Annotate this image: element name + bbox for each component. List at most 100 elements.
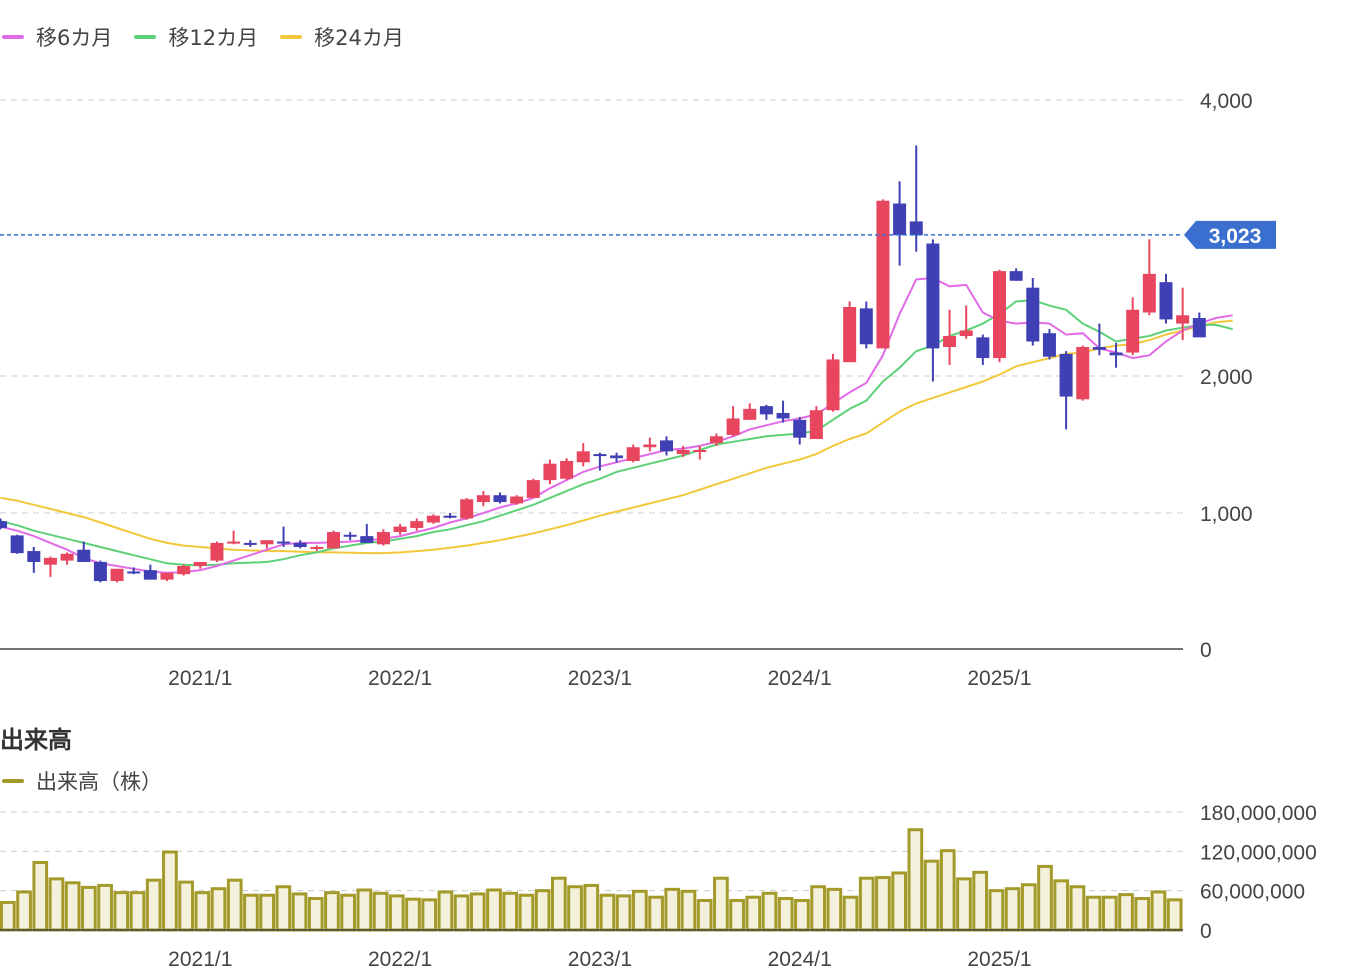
volume-bar <box>291 892 308 932</box>
candle-body <box>10 535 24 554</box>
candle-body <box>310 547 324 549</box>
volume-bar <box>97 883 113 932</box>
candle <box>843 301 857 363</box>
candle-body <box>976 337 990 359</box>
candle <box>327 530 340 549</box>
volume-bar <box>907 828 924 932</box>
volume-bar <box>178 880 194 932</box>
volume-x-tick-label: 2024/1 <box>768 948 832 971</box>
volume-bar <box>275 885 292 932</box>
ma12-swatch-icon <box>134 35 157 39</box>
candle-body <box>709 436 723 444</box>
candle <box>493 492 507 504</box>
candle-body <box>1109 352 1123 356</box>
candle <box>460 497 474 520</box>
candle <box>726 406 740 437</box>
candle <box>443 513 457 519</box>
candle <box>343 532 357 541</box>
candle <box>426 514 440 524</box>
candle-body <box>393 526 407 533</box>
volume-bar <box>64 881 81 932</box>
candle-body <box>93 561 107 581</box>
volume-bar <box>550 876 567 932</box>
volume-bar <box>340 893 357 932</box>
candle-body <box>177 566 191 575</box>
candle <box>1092 323 1106 356</box>
candle <box>943 309 957 365</box>
volume-bar <box>534 889 551 932</box>
candle-body <box>560 460 574 479</box>
price-tick-label: 1,000 <box>1200 503 1253 526</box>
candle <box>227 530 241 545</box>
volume-bar <box>372 891 389 932</box>
candle-body <box>277 541 291 544</box>
volume-bar <box>0 900 16 932</box>
candle-body <box>510 496 524 504</box>
volume-bar <box>486 888 502 932</box>
candle-body <box>843 307 857 363</box>
candle <box>693 445 707 460</box>
candle-body <box>526 480 540 498</box>
volume-bar <box>1101 895 1118 932</box>
volume-bar <box>1118 893 1134 932</box>
candle <box>859 301 873 349</box>
candle-body <box>60 553 74 561</box>
volume-bar <box>1134 897 1151 932</box>
candle <box>909 145 923 252</box>
candle-body <box>676 449 690 455</box>
candle-body <box>1026 287 1040 342</box>
candle-body <box>43 557 57 565</box>
candle-body <box>693 449 707 452</box>
candle <box>1076 345 1090 401</box>
legend-item-ma24[interactable]: 移24カ月 <box>280 22 404 52</box>
volume-x-tick-label: 2022/1 <box>368 948 432 971</box>
candle <box>260 540 274 549</box>
candle-body <box>893 203 907 236</box>
candle-body <box>1009 271 1023 281</box>
candle <box>310 545 324 552</box>
volume-bar <box>696 899 713 932</box>
candle <box>976 334 990 365</box>
volume-bar <box>259 893 275 932</box>
volume-bar <box>842 895 859 932</box>
candle-body <box>476 495 490 503</box>
candle <box>576 443 590 467</box>
candle-body <box>426 515 440 523</box>
candle <box>1009 268 1023 281</box>
candle <box>626 444 640 463</box>
volume-bar <box>858 876 875 932</box>
candle-body <box>809 410 823 440</box>
candle <box>1159 273 1173 324</box>
legend-item-ma6[interactable]: 移6カ月 <box>2 22 112 52</box>
volume-bar <box>891 871 908 932</box>
candle <box>393 523 407 535</box>
candle <box>476 491 490 507</box>
legend-label-ma6: 移6カ月 <box>36 26 113 50</box>
candle <box>676 445 690 457</box>
volume-bar <box>437 890 454 932</box>
volume-bar <box>567 885 583 932</box>
candle-body <box>1192 318 1206 338</box>
legend-label-volume: 出来高（株） <box>36 770 162 794</box>
candle-body <box>210 542 224 561</box>
volume-bar <box>923 859 940 932</box>
candle <box>293 540 307 549</box>
legend-item-volume[interactable]: 出来高（株） <box>2 766 162 796</box>
candle-body <box>227 541 241 544</box>
price-x-tick-label: 2025/1 <box>967 667 1031 690</box>
candle <box>110 568 124 583</box>
candle <box>826 353 840 412</box>
candle-body <box>376 532 390 545</box>
candle <box>177 564 191 576</box>
candle-body <box>660 440 673 452</box>
volume-bars <box>0 828 1183 932</box>
ma24-swatch-icon <box>280 35 303 39</box>
volume-bar <box>194 891 211 932</box>
candle <box>610 452 624 463</box>
candle <box>43 556 57 577</box>
volume-axis: 0 60,000,000 120,000,000 180,000,000 2021/1 2… <box>0 802 1317 971</box>
candle <box>210 541 224 562</box>
legend-item-ma12[interactable]: 移12カ月 <box>134 22 258 52</box>
volume-bar <box>794 899 810 932</box>
